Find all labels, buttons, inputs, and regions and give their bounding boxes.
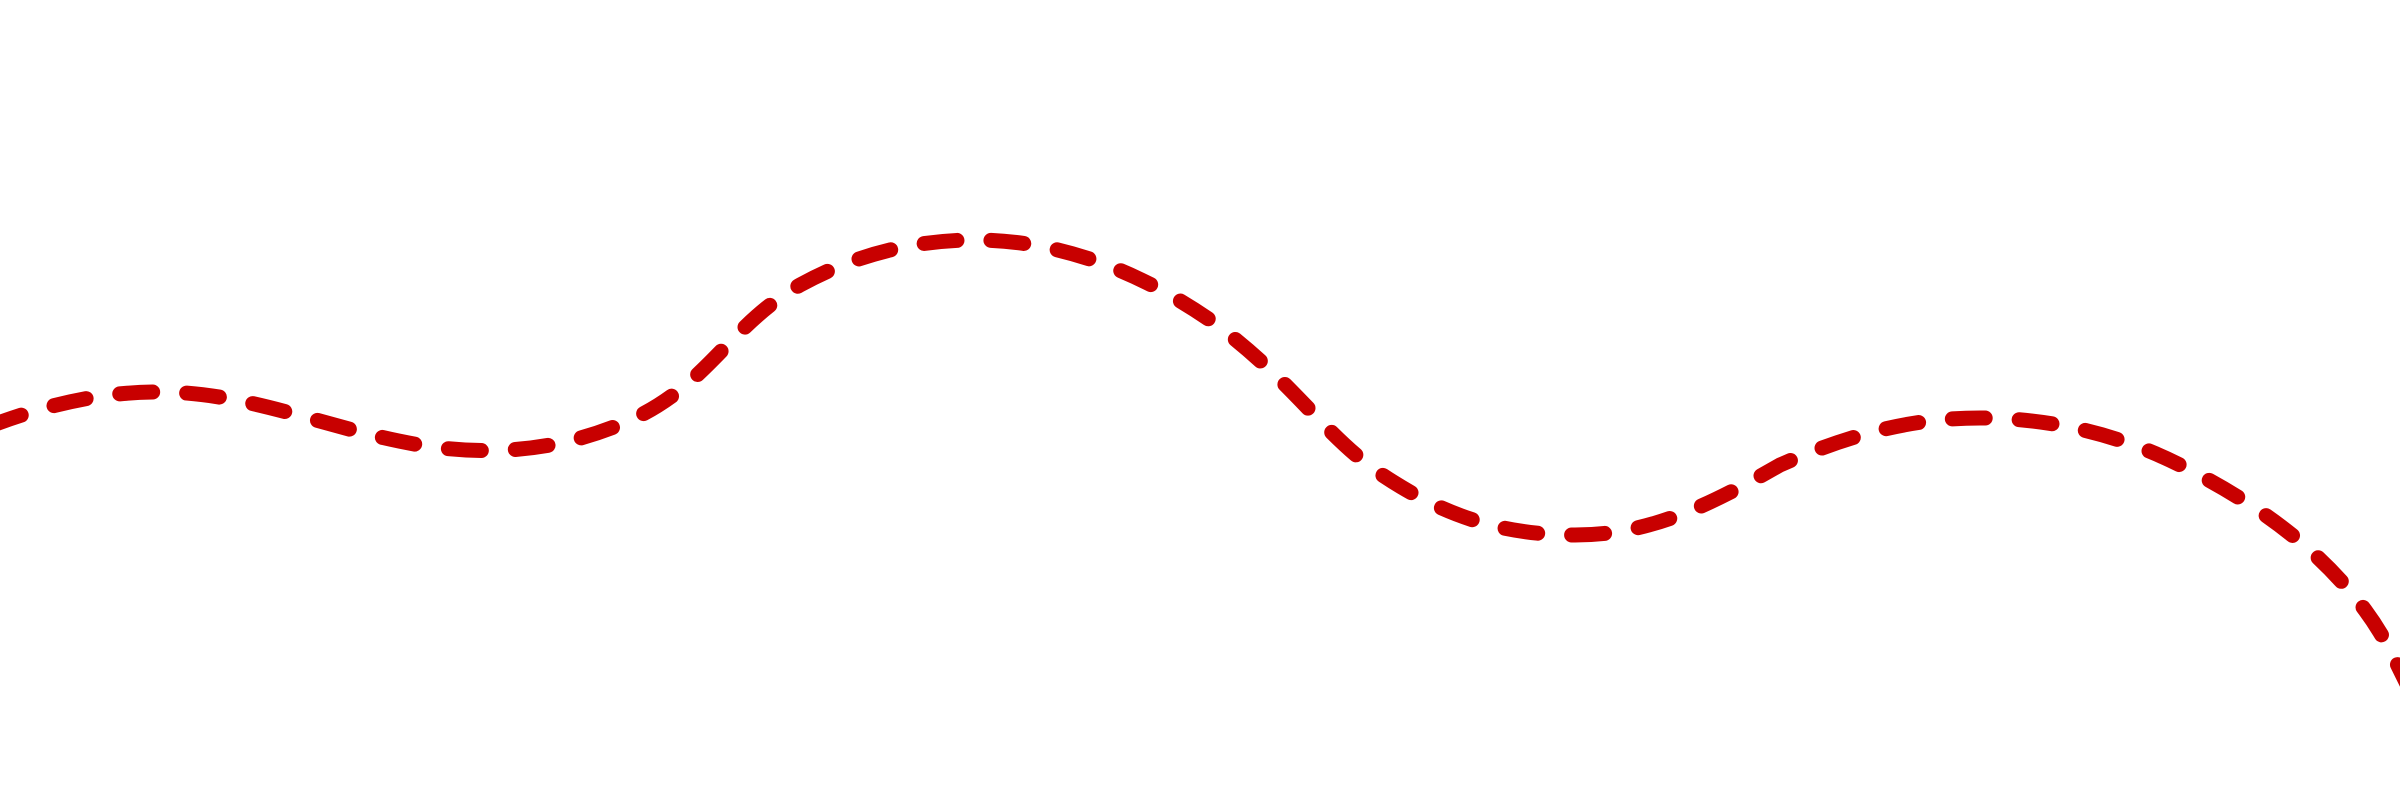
dashed-wave-line [0, 232, 2400, 687]
